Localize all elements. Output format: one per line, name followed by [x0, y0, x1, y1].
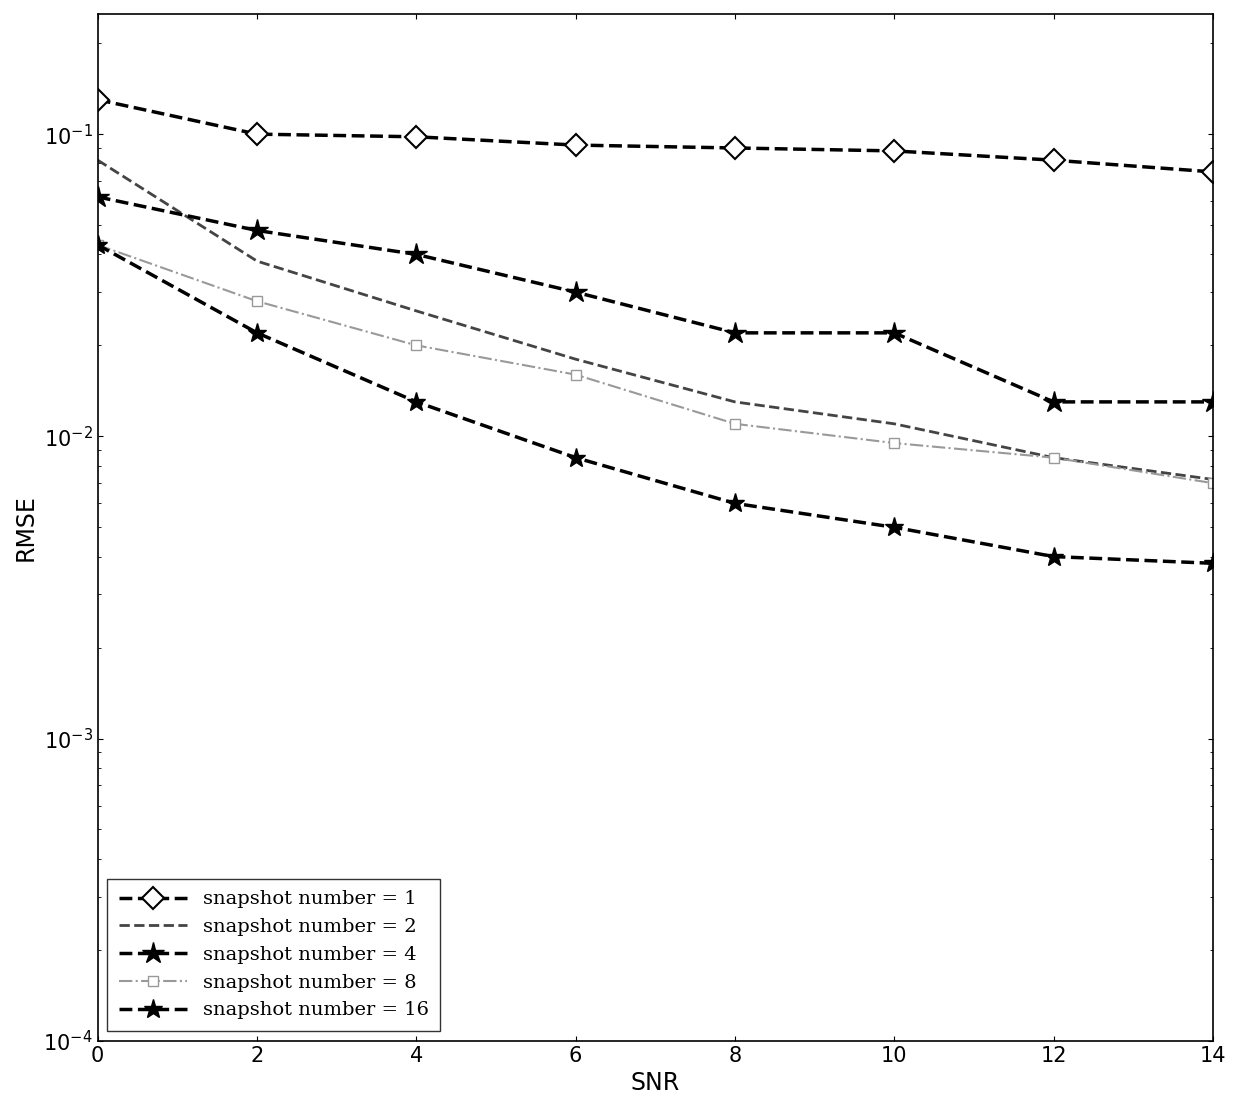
snapshot number = 4 — [568, 285, 583, 298]
snapshot number = 16 — [887, 520, 901, 533]
snapshot number = 16 — [1205, 557, 1220, 570]
snapshot number = 8 — [568, 368, 583, 381]
snapshot number = 4 — [728, 326, 743, 339]
snapshot number = 8 — [1047, 451, 1061, 465]
snapshot number = 2 — [568, 353, 583, 366]
X-axis label: SNR: SNR — [631, 1071, 680, 1095]
Line: snapshot number = 16: snapshot number = 16 — [88, 235, 1223, 573]
snapshot number = 1 — [568, 139, 583, 152]
snapshot number = 1 — [1205, 165, 1220, 179]
Legend: snapshot number = 1, snapshot number = 2, snapshot number = 4, snapshot number =: snapshot number = 1, snapshot number = 2… — [108, 878, 440, 1031]
snapshot number = 16 — [409, 395, 424, 408]
snapshot number = 4 — [409, 247, 424, 261]
snapshot number = 2 — [1047, 451, 1061, 465]
Y-axis label: RMSE: RMSE — [14, 494, 38, 561]
snapshot number = 4 — [91, 191, 105, 204]
snapshot number = 2 — [1205, 472, 1220, 486]
snapshot number = 8 — [409, 338, 424, 352]
snapshot number = 16 — [728, 497, 743, 510]
snapshot number = 2 — [887, 417, 901, 430]
snapshot number = 8 — [728, 417, 743, 430]
snapshot number = 8 — [1205, 477, 1220, 490]
Line: snapshot number = 4: snapshot number = 4 — [87, 186, 1224, 413]
snapshot number = 1 — [728, 141, 743, 154]
snapshot number = 2 — [728, 395, 743, 408]
snapshot number = 1 — [249, 128, 264, 141]
snapshot number = 8 — [249, 295, 264, 308]
snapshot number = 16 — [91, 238, 105, 252]
snapshot number = 4 — [1205, 395, 1220, 408]
snapshot number = 1 — [1047, 153, 1061, 166]
snapshot number = 1 — [887, 144, 901, 157]
snapshot number = 2 — [91, 153, 105, 166]
Line: snapshot number = 1: snapshot number = 1 — [91, 92, 1220, 180]
snapshot number = 16 — [1047, 550, 1061, 563]
snapshot number = 4 — [887, 326, 901, 339]
snapshot number = 16 — [568, 451, 583, 465]
snapshot number = 1 — [409, 130, 424, 143]
snapshot number = 8 — [91, 238, 105, 252]
snapshot number = 2 — [249, 254, 264, 267]
snapshot number = 1 — [91, 93, 105, 106]
snapshot number = 2 — [409, 304, 424, 317]
Line: snapshot number = 2: snapshot number = 2 — [98, 160, 1213, 479]
snapshot number = 16 — [249, 326, 264, 339]
snapshot number = 4 — [249, 224, 264, 237]
Line: snapshot number = 8: snapshot number = 8 — [93, 240, 1218, 488]
snapshot number = 4 — [1047, 395, 1061, 408]
snapshot number = 8 — [887, 437, 901, 450]
